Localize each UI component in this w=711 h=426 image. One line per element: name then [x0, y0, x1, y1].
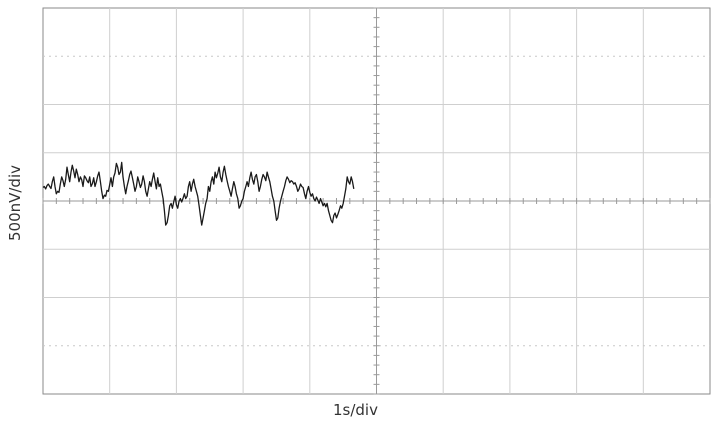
y-axis-label-text: 500nV/div — [6, 164, 24, 242]
x-axis-label: 1s/div — [333, 401, 378, 419]
signal-trace-line — [42, 161, 355, 226]
y-axis-label: 500nV/div — [2, 128, 28, 278]
center-axis-ticks — [42, 7, 711, 395]
